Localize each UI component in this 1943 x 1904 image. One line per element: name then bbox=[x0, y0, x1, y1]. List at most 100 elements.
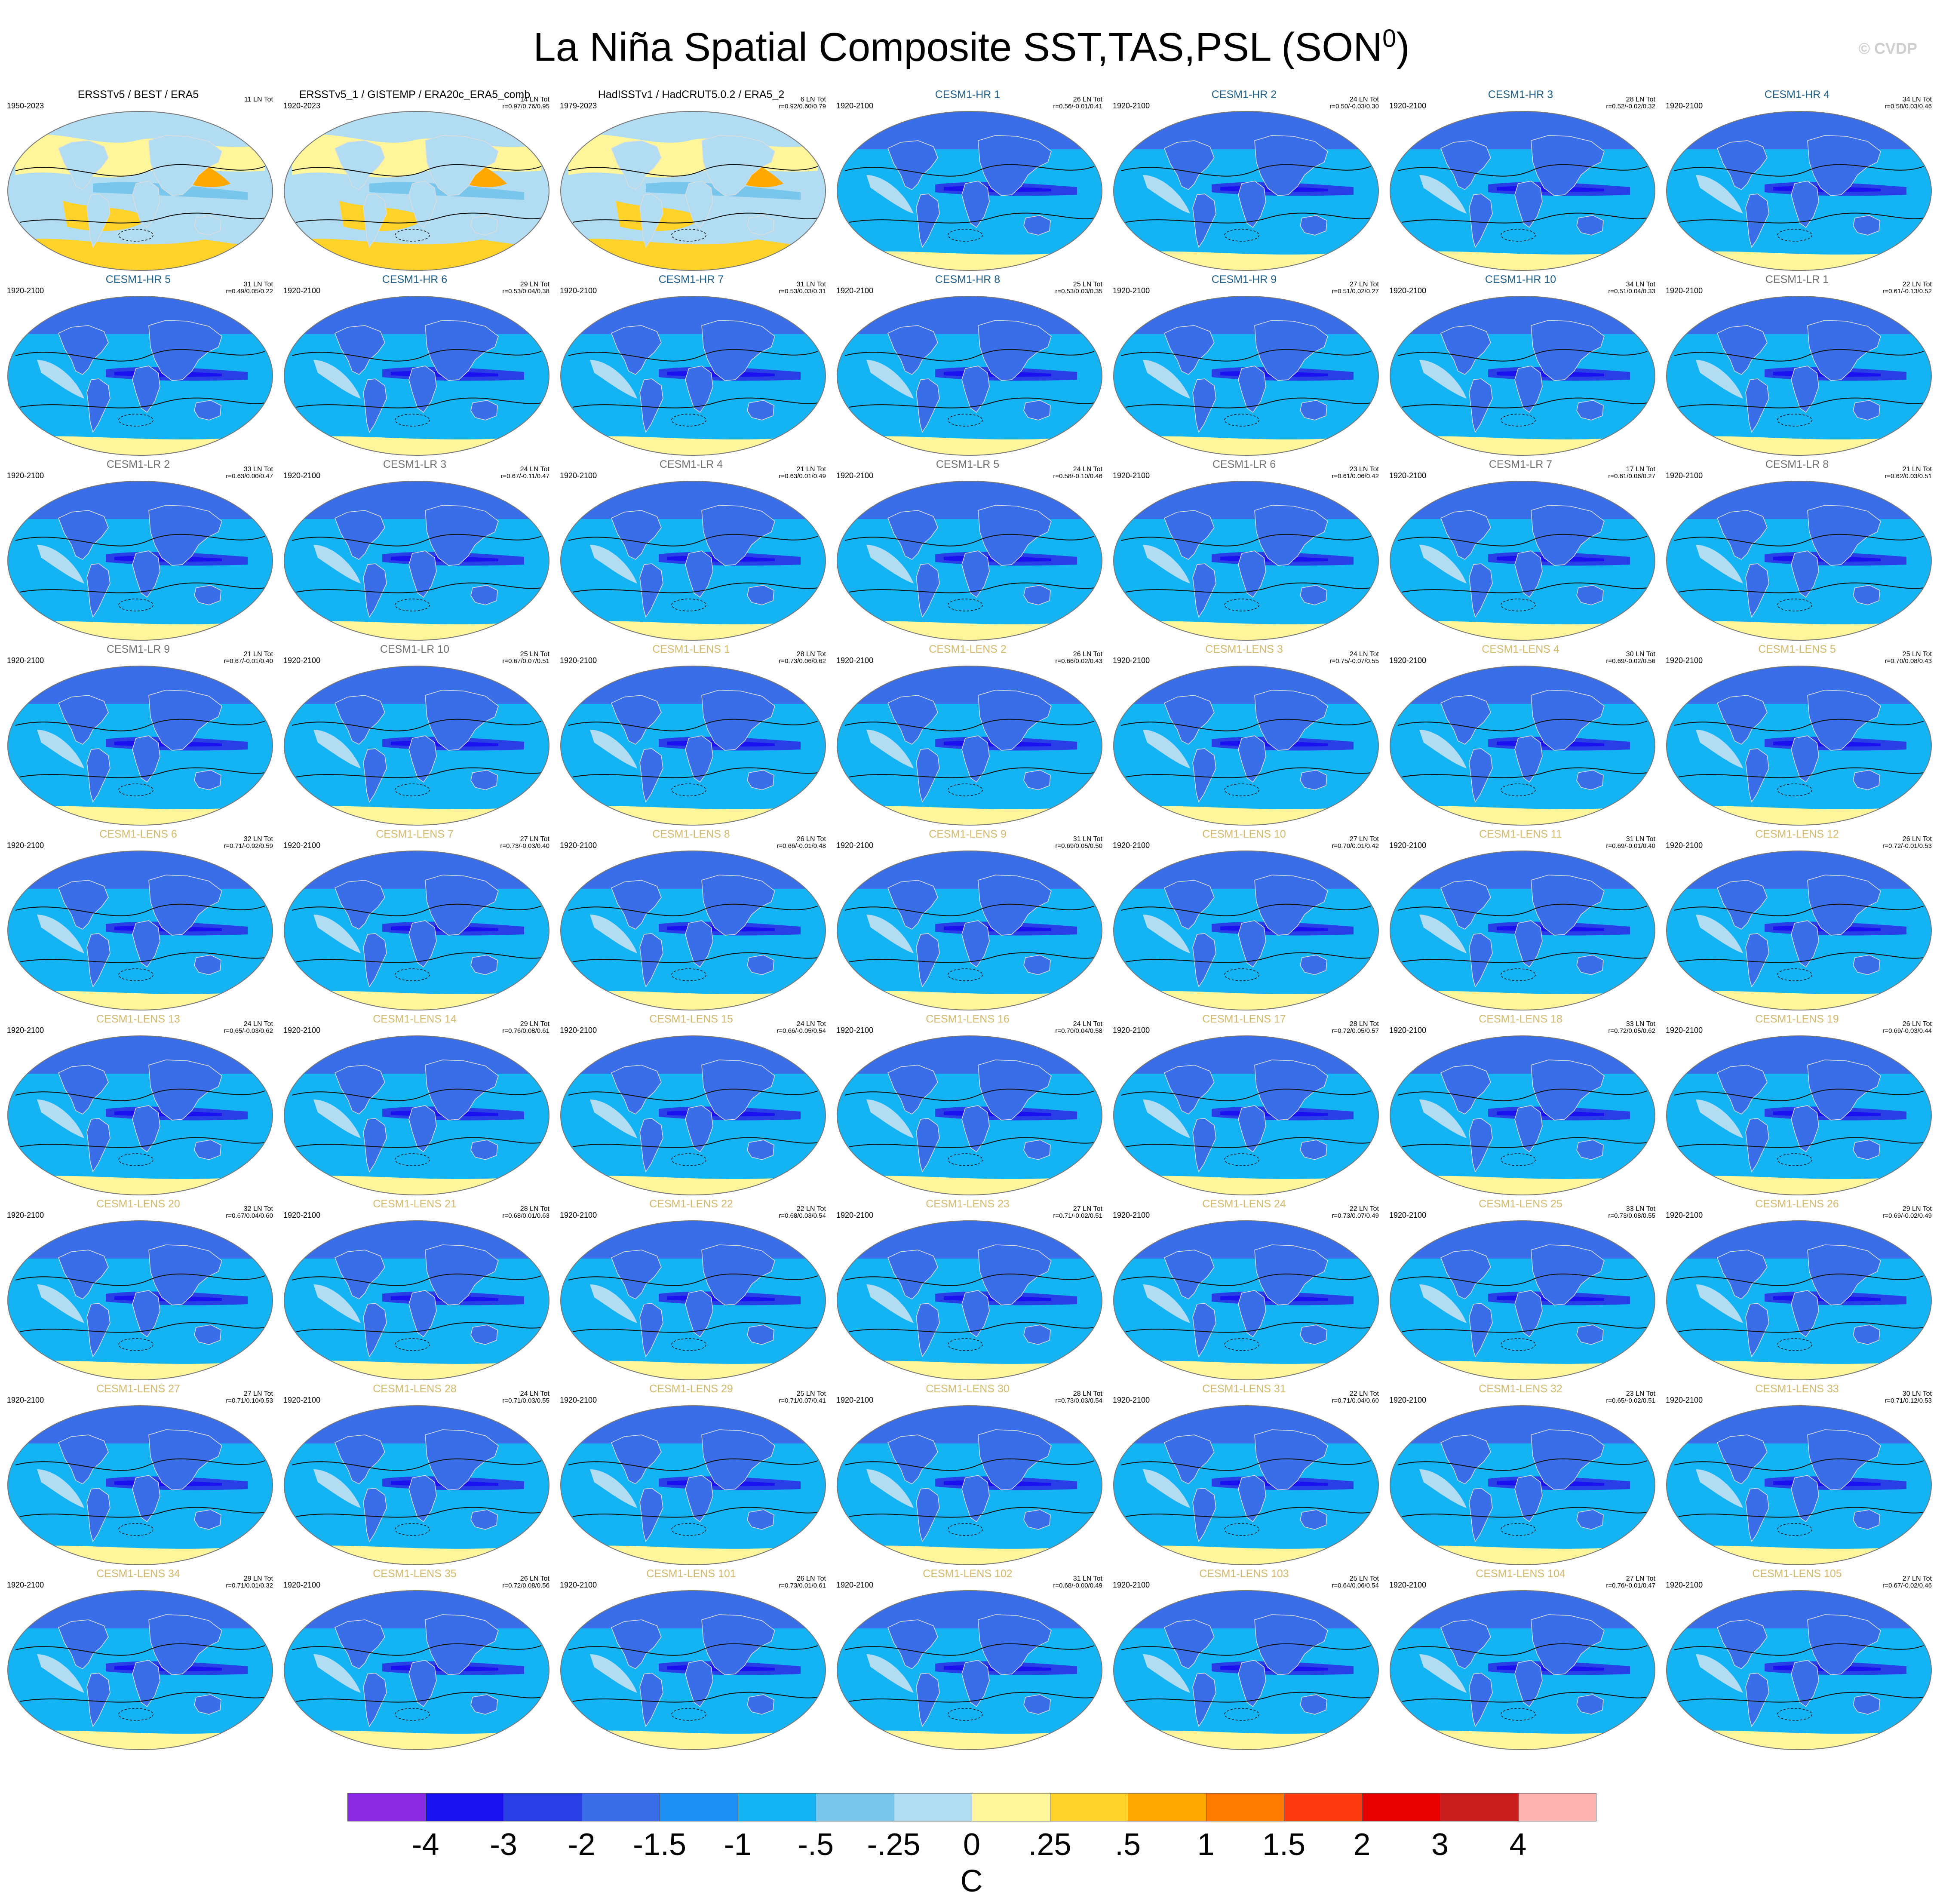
map-panel: CESM1-LENS 8 1920-2100 26 LN Tot r=0.66/-0.… bbox=[553, 828, 829, 1013]
map-panel: CESM1-LR 4 1920-2100 21 LN Tot r=0.63/0.01/… bbox=[553, 458, 829, 643]
psl-negative-contour bbox=[1224, 1338, 1259, 1351]
panel-title: CESM1-LR 2 bbox=[106, 458, 170, 470]
southern-ocean-anomaly bbox=[1398, 436, 1647, 455]
map-border bbox=[560, 111, 826, 271]
continent-outline bbox=[335, 1434, 385, 1484]
continent-outline bbox=[58, 1619, 109, 1669]
panel-title: CESM1-LENS 13 bbox=[96, 1013, 180, 1025]
southern-ocean-anomaly bbox=[845, 621, 1094, 640]
psl-contour bbox=[1674, 1088, 1924, 1101]
continent-outline bbox=[1023, 215, 1051, 236]
psl-contour bbox=[1402, 582, 1648, 593]
panel-title: CESM1-LENS 12 bbox=[1755, 828, 1839, 840]
panel-period: 1920-2100 bbox=[1113, 286, 1150, 295]
panel-period: 1920-2100 bbox=[1666, 471, 1703, 480]
continent-outline bbox=[701, 690, 775, 751]
continent-outline bbox=[1717, 1434, 1768, 1484]
psl-negative-contour bbox=[1501, 783, 1536, 796]
global-map bbox=[1389, 665, 1656, 826]
psl-contour bbox=[296, 767, 542, 778]
southern-ocean-anomaly bbox=[845, 251, 1094, 270]
panel-pattern-correlation: r=0.71/0.10/0.53 bbox=[226, 1397, 273, 1404]
psl-contour bbox=[1397, 164, 1648, 177]
continent-outline bbox=[1164, 880, 1215, 930]
panel-period: 1920-2100 bbox=[1666, 101, 1703, 110]
panel-pattern-correlation: r=0.65/-0.03/0.62 bbox=[224, 1027, 273, 1035]
map-svg bbox=[7, 851, 273, 1010]
map-svg bbox=[560, 1035, 826, 1195]
continent-outline bbox=[1440, 325, 1491, 375]
continent-outline bbox=[335, 1250, 385, 1299]
map-svg bbox=[560, 1405, 826, 1565]
panel-title: CESM1-LENS 23 bbox=[926, 1198, 1010, 1210]
map-panel: CESM1-LENS 2 1920-2100 26 LN Tot r=0.66/0.0… bbox=[829, 643, 1106, 828]
map-panel: CESM1-LENS 9 1920-2100 31 LN Tot r=0.69/0.0… bbox=[829, 828, 1106, 1013]
map-border bbox=[7, 666, 273, 826]
panel-title: CESM1-LENS 1 bbox=[652, 643, 730, 655]
psl-negative-contour bbox=[671, 599, 706, 611]
psl-negative-contour bbox=[118, 1523, 153, 1536]
psl-negative-contour bbox=[395, 414, 430, 427]
map-panel: CESM1-LENS 4 1920-2100 30 LN Tot r=0.69/-0.… bbox=[1382, 643, 1659, 828]
map-border bbox=[560, 481, 826, 641]
continent-outline bbox=[58, 510, 109, 560]
southern-ocean-anomaly bbox=[845, 1176, 1094, 1195]
map-panel: CESM1-LENS 35 1920-2100 26 LN Tot r=0.72/0.… bbox=[276, 1567, 553, 1752]
psl-negative-contour bbox=[118, 414, 153, 427]
continent-outline bbox=[335, 1619, 385, 1669]
continent-outline bbox=[1192, 563, 1216, 618]
psl-negative-contour bbox=[1501, 968, 1536, 981]
continent-outline bbox=[1238, 735, 1266, 783]
psl-negative-contour bbox=[1224, 783, 1259, 796]
continent-outline bbox=[916, 1118, 940, 1173]
continent-outline bbox=[425, 135, 499, 196]
map-panel: CESM1-LENS 3 1920-2100 24 LN Tot r=0.75/-0.… bbox=[1106, 643, 1382, 828]
continent-outline bbox=[747, 400, 774, 421]
panel-pattern-correlation: r=0.73/0.06/0.62 bbox=[779, 657, 826, 665]
map-panel: CESM1-LENS 16 1920-2100 24 LN Tot r=0.70/0.… bbox=[829, 1013, 1106, 1198]
continent-outline bbox=[1531, 1244, 1605, 1305]
map-border bbox=[560, 1220, 826, 1380]
northern-land-cooling bbox=[1667, 1036, 1931, 1074]
northern-land-cooling bbox=[1390, 1406, 1655, 1443]
continent-outline bbox=[470, 1509, 498, 1530]
psl-contour bbox=[844, 349, 1095, 362]
continent-outline bbox=[1531, 1614, 1605, 1675]
global-map bbox=[1389, 1590, 1656, 1750]
southern-ocean-anomaly bbox=[292, 621, 541, 640]
northern-land-cooling bbox=[837, 481, 1102, 519]
global-map bbox=[7, 1590, 273, 1750]
continent-outline bbox=[685, 735, 713, 783]
continent-outline bbox=[639, 1118, 663, 1173]
map-border bbox=[1390, 851, 1655, 1010]
panel-title: ERSSTv5 / BEST / ERA5 bbox=[77, 89, 199, 101]
psl-negative-contour bbox=[1777, 414, 1812, 427]
global-map bbox=[1666, 1220, 1932, 1381]
global-map bbox=[560, 480, 826, 641]
continent-outline bbox=[1531, 875, 1605, 936]
continent-outline bbox=[1164, 510, 1215, 560]
psl-contour bbox=[1397, 1088, 1648, 1101]
continent-outline bbox=[363, 378, 387, 433]
panel-title: CESM1-LR 1 bbox=[1765, 273, 1829, 286]
panel-pattern-correlation: r=0.51/0.02/0.27 bbox=[1332, 288, 1379, 295]
continent-outline bbox=[1023, 1139, 1051, 1160]
continent-outline bbox=[470, 1139, 498, 1160]
continent-outline bbox=[701, 875, 775, 936]
continent-outline bbox=[1238, 181, 1266, 228]
continent-outline bbox=[1192, 1488, 1216, 1542]
psl-negative-contour bbox=[948, 783, 983, 796]
northern-land-cooling bbox=[561, 666, 826, 704]
map-svg bbox=[837, 851, 1102, 1010]
map-panel: CESM1-LENS 103 1920-2100 25 LN Tot r=0.64/0… bbox=[1106, 1567, 1382, 1752]
western-pacific-warm bbox=[313, 1284, 361, 1323]
psl-contour bbox=[1125, 1322, 1371, 1333]
panel-period: 1920-2100 bbox=[560, 841, 597, 850]
map-svg bbox=[1113, 851, 1379, 1010]
northern-land-cooling bbox=[284, 296, 549, 334]
psl-negative-contour bbox=[1501, 599, 1536, 611]
continent-outline bbox=[470, 1324, 498, 1345]
continent-outline bbox=[148, 505, 222, 566]
map-border bbox=[284, 296, 549, 456]
continent-outline bbox=[408, 181, 437, 228]
